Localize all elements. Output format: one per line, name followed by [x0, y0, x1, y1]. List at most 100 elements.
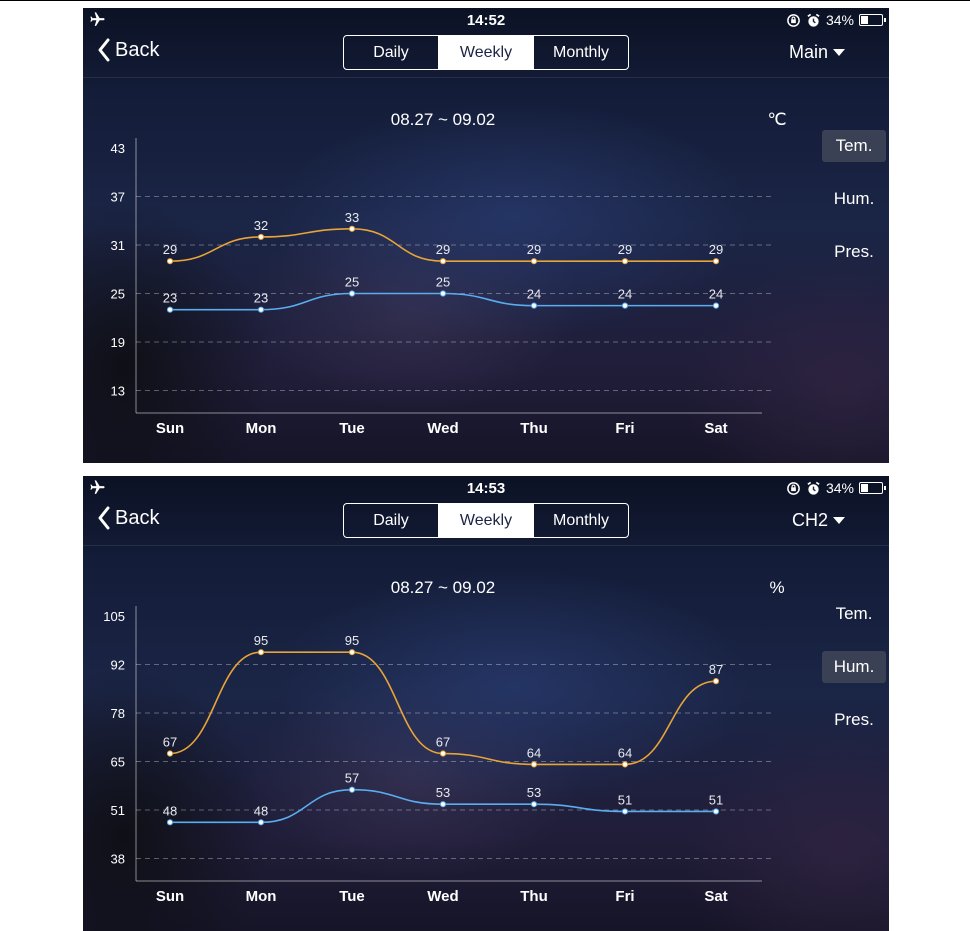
- tab-weekly[interactable]: Weekly: [438, 504, 533, 537]
- data-point: [439, 801, 447, 808]
- tab-monthly[interactable]: Monthly: [533, 36, 628, 69]
- navigation-bar: Back Daily Weekly Monthly Main: [83, 34, 889, 78]
- status-icons: 34%: [786, 11, 886, 29]
- data-point: [348, 290, 356, 297]
- data-point: [257, 649, 265, 656]
- data-point: [621, 761, 629, 768]
- unit-label: %: [769, 578, 784, 597]
- channel-dropdown[interactable]: CH2: [792, 510, 845, 531]
- data-label: 23: [163, 291, 177, 306]
- x-tick-label: Thu: [520, 888, 548, 905]
- menu-temperature[interactable]: Tem.: [835, 604, 873, 623]
- data-label: 67: [163, 735, 177, 750]
- back-button[interactable]: Back: [97, 506, 159, 530]
- data-point: [712, 302, 720, 309]
- battery-fill: [861, 484, 868, 492]
- unit-label: ℃: [767, 110, 786, 129]
- x-tick-label: Sat: [704, 888, 727, 905]
- data-point: [166, 750, 174, 757]
- data-point: [257, 819, 265, 826]
- data-label: 51: [618, 792, 632, 807]
- data-point: [166, 819, 174, 826]
- y-tick-label: 43: [111, 141, 125, 156]
- rotation-lock-icon: [787, 481, 800, 495]
- y-tick-label: 31: [111, 238, 125, 253]
- y-tick-label: 105: [103, 609, 125, 624]
- navigation-bar: Back Daily Weekly Monthly CH2: [83, 502, 889, 546]
- data-label: 29: [618, 242, 632, 257]
- battery-icon: [859, 14, 886, 26]
- weekly-humidity-screen: 14:53 34% Back Daily Weekly Monthly CH2 …: [83, 476, 889, 931]
- battery-fill: [861, 16, 868, 24]
- tab-monthly[interactable]: Monthly: [533, 504, 628, 537]
- battery-percent: 34%: [825, 12, 854, 28]
- y-tick-label: 78: [111, 706, 125, 721]
- data-point: [439, 750, 447, 757]
- channel-label: CH2: [791, 510, 828, 530]
- airplane-icon: [90, 12, 105, 26]
- menu-pressure[interactable]: Pres.: [834, 710, 874, 729]
- line-chart: 08.27 ~ 09.02 % 105 92 78 65 51 38 Sun Mon Tue Wed T…: [103, 578, 784, 905]
- status-bar: 14:52 34%: [83, 8, 889, 34]
- data-label: 25: [436, 275, 450, 290]
- data-label: 29: [709, 242, 723, 257]
- data-point: [439, 258, 447, 265]
- channel-label: Main: [788, 42, 828, 62]
- back-button[interactable]: Back: [97, 38, 159, 62]
- x-tick-label: Mon: [246, 888, 277, 905]
- data-point: [166, 258, 174, 265]
- data-label: 48: [254, 803, 268, 818]
- data-label: 53: [436, 785, 450, 800]
- y-tick-label: 51: [111, 803, 125, 818]
- data-label: 24: [709, 287, 723, 302]
- x-tick-label: Thu: [520, 420, 548, 437]
- tab-daily[interactable]: Daily: [373, 43, 409, 61]
- status-time: 14:52: [466, 12, 506, 29]
- chevron-left-icon: [98, 506, 110, 530]
- data-point: [621, 808, 629, 815]
- date-range: 08.27 ~ 09.02: [391, 110, 495, 129]
- airplane-icon: [90, 480, 105, 494]
- metric-menu: Tem. Hum. Pres.: [822, 130, 886, 289]
- back-label: Back: [115, 506, 160, 529]
- data-label: 33: [345, 210, 359, 225]
- tab-daily[interactable]: Daily: [373, 511, 409, 529]
- page-top-border: [0, 0, 970, 1]
- chevron-left-icon: [98, 38, 110, 62]
- data-label: 32: [254, 218, 268, 233]
- weekly-temperature-screen: 14:52 34% Back Daily Weekly Monthly Main…: [83, 8, 889, 463]
- data-label: 24: [527, 287, 541, 302]
- data-label: 53: [527, 785, 541, 800]
- menu-humidity[interactable]: Hum.: [822, 651, 886, 683]
- data-point: [530, 258, 538, 265]
- x-tick-label: Sun: [156, 420, 184, 437]
- channel-dropdown[interactable]: Main: [789, 42, 845, 63]
- status-icons: 34%: [786, 479, 886, 497]
- menu-temperature[interactable]: Tem.: [822, 130, 886, 162]
- data-label: 48: [163, 803, 177, 818]
- triangle-down-icon: [833, 48, 845, 56]
- y-tick-label: 19: [111, 335, 125, 350]
- y-tick-label: 25: [111, 287, 125, 302]
- triangle-down-icon: [833, 516, 845, 524]
- menu-pressure[interactable]: Pres.: [834, 242, 874, 261]
- data-label: 25: [345, 275, 359, 290]
- data-label: 87: [709, 662, 723, 677]
- data-label: 64: [618, 745, 632, 760]
- data-label: 57: [345, 771, 359, 786]
- data-label: 24: [618, 287, 632, 302]
- data-label: 51: [709, 792, 723, 807]
- menu-humidity[interactable]: Hum.: [833, 189, 875, 208]
- data-point: [348, 649, 356, 656]
- tab-weekly[interactable]: Weekly: [438, 36, 533, 69]
- y-tick-label: 37: [111, 190, 125, 205]
- line-chart: 08.27 ~ 09.02 ℃ 43 37 31 25 19 13 Sun Mon Tue Wed Th…: [111, 110, 787, 437]
- data-point: [530, 801, 538, 808]
- battery-percent: 34%: [825, 480, 854, 496]
- data-label: 95: [345, 633, 359, 648]
- data-label: 64: [527, 745, 541, 760]
- data-point: [530, 761, 538, 768]
- data-point: [712, 808, 720, 815]
- data-point: [439, 290, 447, 297]
- battery-tip: [884, 486, 886, 490]
